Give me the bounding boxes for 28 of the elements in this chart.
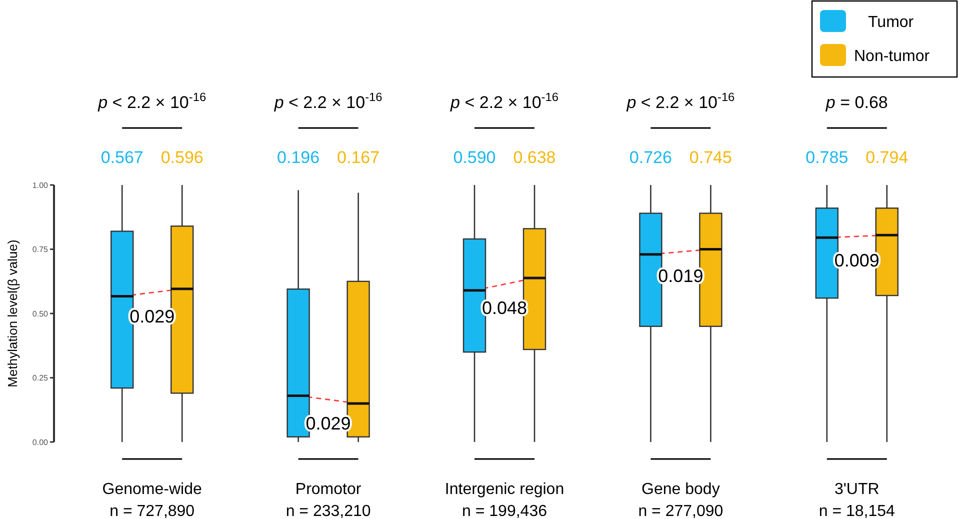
text: 0.167 xyxy=(337,148,380,167)
x-tick-label: Intergenic region n = 199,436 xyxy=(444,481,564,519)
text: 0.785 xyxy=(806,148,848,167)
y-tick-label: 0.25 xyxy=(32,374,49,383)
text: 0.596 xyxy=(160,148,204,167)
text: 0.794 xyxy=(866,148,908,167)
legend-label: Tumor xyxy=(868,14,914,31)
text: p = 0.68 xyxy=(824,93,888,112)
text: 0.196 xyxy=(277,148,320,167)
y-tick-label: 0.00 xyxy=(32,438,49,447)
legend-label: Non-tumor xyxy=(854,48,930,65)
text: 0.590 xyxy=(453,148,496,167)
text: p < 2.2 × 10$^{-16}$ xyxy=(450,90,559,112)
text: p < 2.2 × 10$^{-16}$ xyxy=(97,90,206,112)
text: 0.745 xyxy=(689,148,732,167)
text: 0.726 xyxy=(629,148,672,167)
x-tick-label: 3'UTR n = 18,154 xyxy=(818,481,896,519)
y-tick-label: 0.75 xyxy=(32,245,49,254)
x-tick-label: Promotor n = 233,210 xyxy=(286,481,371,519)
y-tick-label: 0.50 xyxy=(32,309,49,318)
x-tick-label: Genome-wide n = 727,890 xyxy=(102,481,202,519)
text: 0.567 xyxy=(100,148,144,167)
text: p < 2.2 × 10$^{-16}$ xyxy=(273,90,383,112)
text: 0.638 xyxy=(513,148,556,167)
y-axis-title: Methylation level(β value) xyxy=(5,240,20,388)
text: p < 2.2 × 10$^{-16}$ xyxy=(626,90,736,112)
y-tick-label: 1.00 xyxy=(32,180,49,190)
x-tick-label: Gene body n = 277,090 xyxy=(638,481,724,519)
